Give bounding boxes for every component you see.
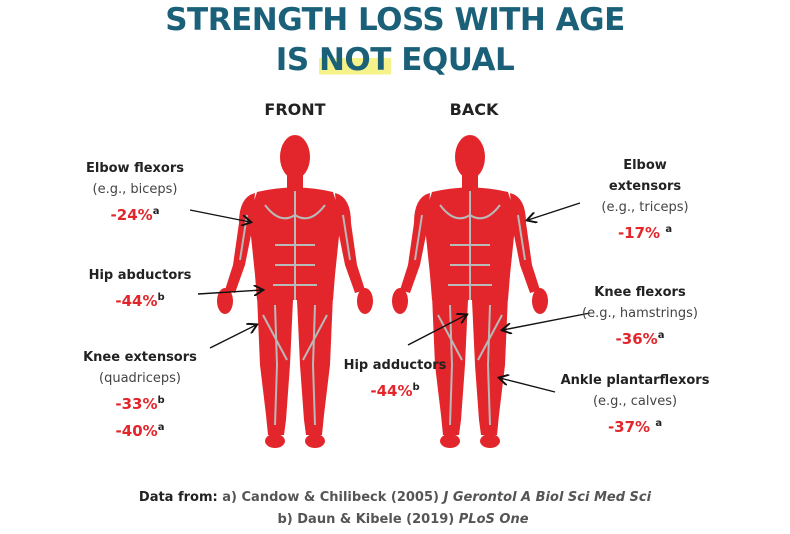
muscle-label: Elbow extensors (e.g., triceps) -17% a [590,155,700,245]
reference: a [665,224,673,235]
strength-change: -44%b [320,376,470,403]
muscle-name: Hip abductors [88,268,192,283]
source-authors: Candow & Chilibeck (2005) [241,490,439,505]
reference: a [152,206,160,217]
reference: b [157,292,165,303]
muscle-example: (e.g., triceps) [601,200,689,215]
strength-change: -24%a [55,200,215,227]
source-journal: PLoS One [458,512,529,527]
reference: b [157,395,165,406]
muscle-name: Knee extensors [83,350,197,365]
muscle-name: Elbow flexors [85,161,185,176]
reference: a [655,418,663,429]
change-value: -37% [607,418,651,436]
title-line1: STRENGTH LOSS WITH AGE [165,2,625,38]
muscle-label: Hip abductors -44%b [60,265,220,313]
muscle-label: Ankle plantarflexors (e.g., calves) -37%… [540,370,730,439]
muscle-label: Elbow flexors (e.g., biceps) -24%a [55,158,215,227]
source-label: Data from: [138,490,218,505]
muscle-example: (e.g., biceps) [92,182,178,197]
muscle-label: Hip adductors -44%b [320,355,470,403]
muscle-example: (e.g., calves) [592,394,678,409]
change-value: -33% [115,395,158,413]
change-value: -17% [617,224,661,242]
muscle-example: (quadriceps) [99,371,181,386]
change-value: -44% [370,382,413,400]
arrows [189,202,591,393]
strength-change: -36%a [560,324,720,351]
muscle-example: (e.g., hamstrings) [582,306,698,321]
source-line: Data from: a) Candow & Chilibeck (2005) … [0,490,790,505]
change-value: -36% [615,330,658,348]
muscle-name: Ankle plantarflexors [560,373,710,388]
reference: b [412,382,420,393]
change-value: -44% [115,292,158,310]
change-value: -24% [110,206,153,224]
change-value: -40% [115,422,158,440]
muscle-label: Knee extensors (quadriceps) -33%b -40%a [60,347,220,443]
title-word: EQUAL [401,42,515,78]
strength-change: -40%a [60,416,220,443]
strength-change: -37% a [540,412,730,439]
strength-change: -33%b [60,389,220,416]
view-label: FRONT [264,100,326,119]
title-word: IS [275,42,309,78]
source-prefix: a) [222,490,237,505]
muscle-name: Elbow extensors [608,158,682,194]
strength-change: -17% a [590,218,700,245]
title-line2: IS NOT EQUAL [0,42,790,78]
strength-change: -44%b [60,286,220,313]
source-authors: Daun & Kibele (2019) [297,512,455,527]
reference: a [157,422,165,433]
source-prefix: b) [277,512,293,527]
muscle-label: Knee flexors (e.g., hamstrings) -36%a [560,282,720,351]
muscle-name: Hip adductors [343,358,447,373]
title-highlight: NOT [318,42,391,78]
source-line: b) Daun & Kibele (2019) PLoS One [8,512,790,527]
reference: a [657,330,665,341]
source-journal: J Gerontol A Biol Sci Med Sci [443,490,652,505]
muscle-name: Knee flexors [594,285,686,300]
view-label: BACK [449,100,499,119]
